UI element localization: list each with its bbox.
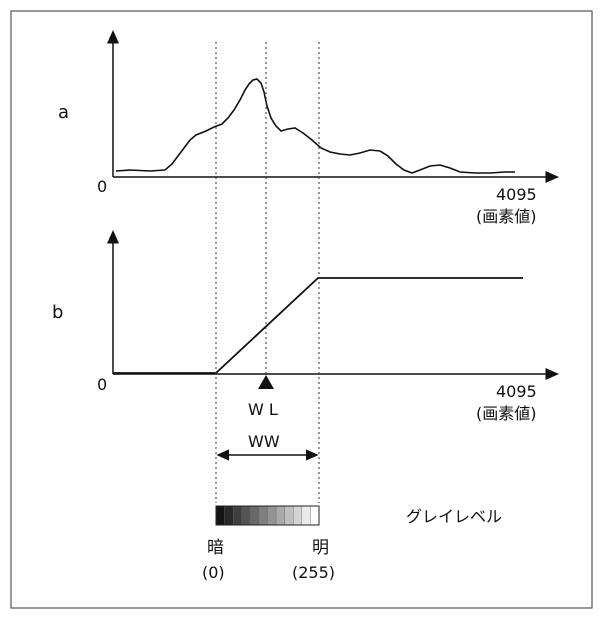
panel-b-label: b <box>52 302 63 323</box>
gray-level-step <box>267 505 277 526</box>
window-level-marker <box>258 375 274 389</box>
gray-level-step <box>284 505 294 526</box>
dark-value: (0) <box>202 563 225 582</box>
gray-level-step <box>232 505 243 526</box>
gray-level-bar <box>215 505 320 526</box>
panel-a-axis-caption: (画素値) <box>476 207 537 226</box>
window-transfer-function <box>113 277 523 374</box>
panel-a-max-label: 4095 <box>496 185 537 204</box>
panel-a-origin-label: 0 <box>97 177 107 196</box>
panel-b: b 0 4095 (画素値) W L <box>52 230 559 423</box>
panel-a-label: a <box>58 102 69 123</box>
dark-label: 暗 <box>207 538 224 558</box>
gray-level-bar-outline <box>215 505 320 526</box>
gray-level-step <box>241 505 251 526</box>
gray-level-step <box>258 505 269 526</box>
window-width-label: WW <box>248 432 280 451</box>
histogram-curve <box>115 78 515 174</box>
bright-label: 明 <box>312 538 329 558</box>
panel-b-origin-label: 0 <box>97 375 107 394</box>
gray-level-step <box>215 505 226 526</box>
gray-level-step <box>224 505 234 526</box>
figure-frame <box>10 10 593 609</box>
gray-level-step <box>275 505 286 526</box>
panel-b-axis-caption: (画素値) <box>476 404 537 423</box>
gray-level-step <box>310 505 320 526</box>
panel-a: a 0 4095 (画素値) <box>58 30 559 226</box>
window-level-label: W L <box>248 400 278 419</box>
panel-b-max-label: 4095 <box>496 382 537 401</box>
gray-level-step <box>250 505 260 526</box>
gray-level-step <box>293 505 303 526</box>
gray-level-step <box>301 505 311 526</box>
gray-level-label: グレイレベル <box>406 507 502 526</box>
bright-value: (255) <box>292 563 335 582</box>
